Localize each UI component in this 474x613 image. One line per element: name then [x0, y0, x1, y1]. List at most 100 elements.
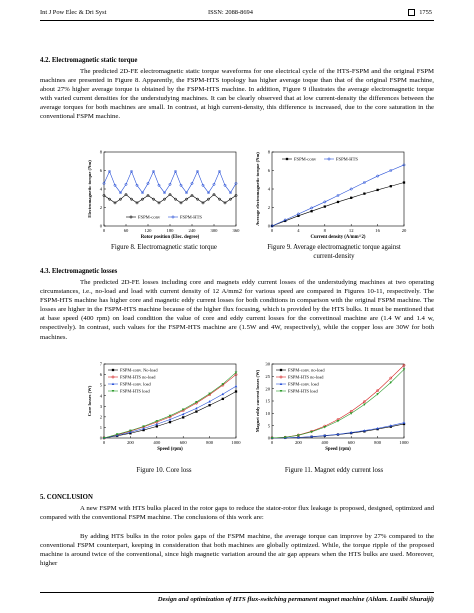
data-point: [155, 425, 158, 428]
data-point: [310, 210, 313, 213]
data-point: [208, 404, 211, 407]
series-line: [103, 170, 237, 194]
x-tick-label: 800: [374, 440, 382, 445]
data-point: [389, 381, 393, 384]
page-number: 1755: [419, 9, 432, 16]
data-point: [402, 421, 406, 424]
y-tick-label: 2: [100, 205, 103, 210]
data-point: [190, 182, 194, 185]
data-point: [270, 224, 274, 228]
data-point: [129, 215, 133, 219]
data-point: [168, 414, 172, 418]
section-heading-5: 5. CONCLUSION: [40, 494, 93, 501]
y-tick-label: 15: [265, 399, 270, 404]
data-point: [234, 194, 238, 197]
data-point: [402, 422, 406, 426]
legend-label: FSPM-HTS no-load: [288, 375, 324, 380]
data-point: [218, 170, 221, 173]
data-point: [218, 197, 221, 201]
data-point: [285, 157, 289, 161]
data-point: [402, 368, 406, 371]
data-point: [402, 181, 406, 184]
data-point: [102, 437, 106, 440]
series-fspm-hts-load: [102, 371, 238, 440]
data-point: [163, 191, 166, 195]
data-point: [102, 194, 106, 197]
data-point: [279, 375, 283, 379]
data-point: [141, 197, 144, 201]
data-point: [207, 197, 210, 201]
plot-frame: [103, 151, 237, 227]
data-point: [190, 194, 194, 197]
x-axis-label: Speed (rpm): [157, 447, 183, 452]
data-point: [142, 425, 145, 428]
series-line: [271, 164, 405, 227]
y-tick-label: 4: [268, 187, 271, 192]
data-point: [179, 183, 183, 187]
data-point: [389, 376, 393, 380]
x-tick-label: 240: [189, 228, 197, 233]
figure-10-chart: 0 200 400 600 800 1000 0 1 2 3 4 5 6 7 Speed (rpm) Core…: [87, 362, 241, 452]
y-axis-label: Electromagnetic torque (Nm): [87, 160, 92, 218]
x-tick-label: 200: [127, 440, 135, 445]
y-axis-label: Magnet eddy current losses (W): [255, 369, 260, 432]
x-axis-label: Rotor position (Elec. degree): [141, 235, 200, 240]
legend-label: FSPM-conv: [294, 157, 317, 162]
x-tick-label: 400: [153, 440, 161, 445]
data-point: [196, 170, 199, 173]
header-rule: [40, 20, 434, 21]
data-point: [201, 201, 205, 205]
data-point: [168, 418, 172, 421]
x-axis-label: Speed (rpm): [325, 447, 351, 452]
data-point: [129, 432, 132, 435]
figure-11-chart: 0 200 400 600 800 1000 0 5 10 15 20 25 30 Speed (rpm)…: [255, 362, 409, 452]
data-point: [195, 407, 198, 410]
data-point: [201, 183, 205, 187]
chart-legend: FSPM-conv. no-load FSPM-HTS no-load FSPM-c…: [276, 368, 325, 394]
series-fspm-conv: [102, 193, 238, 205]
x-tick-label: 0: [271, 228, 274, 233]
figure-9-caption: Figure 9. Average electromagnetic torque…: [267, 244, 401, 260]
data-point: [111, 375, 115, 379]
figure-8-caption: Figure 8. Electromagnetic static torque: [111, 244, 217, 251]
data-point: [152, 197, 155, 201]
data-point: [376, 426, 379, 430]
data-point: [111, 382, 115, 385]
x-tick-label: 60: [124, 228, 129, 233]
section-4-2-paragraph: The predicted 2D-FE electromagnetic stat…: [40, 68, 434, 121]
y-tick-label: 5: [100, 383, 103, 388]
plot-frame: [103, 363, 237, 439]
data-point: [234, 384, 238, 388]
figure-9-chart: 0 4 8 12 16 20 0 2 4 6 8 Current density (A/mm^2) Av…: [255, 150, 407, 240]
series-line: [103, 385, 237, 439]
series-line: [271, 422, 405, 439]
data-point: [108, 197, 111, 201]
section-heading-4-2: 4.2. Electromagnetic static torque: [40, 57, 138, 64]
data-point: [223, 201, 227, 205]
data-point: [182, 416, 185, 419]
data-point: [130, 197, 133, 201]
data-point: [130, 170, 133, 173]
y-tick-label: 2: [100, 414, 103, 419]
data-point: [283, 436, 287, 439]
data-point: [327, 157, 331, 161]
data-point: [389, 424, 393, 427]
data-point: [297, 212, 300, 216]
data-point: [207, 191, 210, 195]
data-point: [376, 389, 379, 393]
x-tick-label: 180: [167, 228, 175, 233]
x-tick-label: 0: [271, 440, 274, 445]
data-point: [102, 182, 106, 185]
data-point: [297, 434, 300, 437]
legend-label: FSPM-HTS no-load: [120, 375, 156, 380]
section-heading-4-3: 4.3. Electromagnetic losses: [40, 268, 118, 275]
data-point: [171, 215, 175, 219]
chart-legend: FSPM-conv FSPM-HTS: [282, 157, 358, 162]
legend-label: FSPM-HTS: [336, 157, 358, 162]
y-axis-label: Average electromagnetic torque (Nm): [255, 152, 260, 226]
x-tick-label: 4: [297, 228, 300, 233]
data-point: [141, 191, 144, 195]
data-point: [310, 206, 313, 210]
data-point: [234, 390, 238, 393]
y-tick-label: 20: [265, 386, 270, 391]
